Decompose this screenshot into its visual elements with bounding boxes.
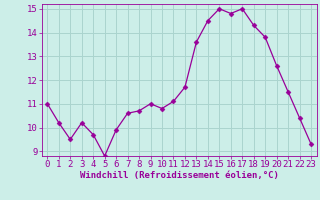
X-axis label: Windchill (Refroidissement éolien,°C): Windchill (Refroidissement éolien,°C) (80, 171, 279, 180)
